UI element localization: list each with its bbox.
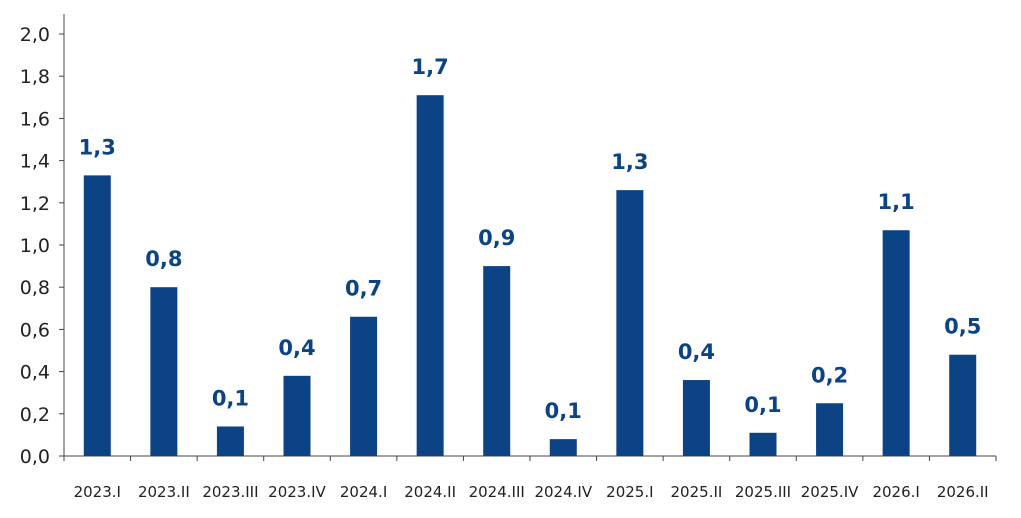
x-axis: 2023.I 2023.II 2023.III 2023.IV 2024.I 2024.I… xyxy=(63,455,997,501)
data-label: 1,1 xyxy=(878,190,915,214)
x-tick-label: 2023.III xyxy=(202,483,258,501)
bar xyxy=(150,287,178,456)
bar xyxy=(549,439,577,456)
y-tick-label: 1,2 xyxy=(20,193,50,215)
bar xyxy=(816,403,844,456)
y-tick-label: 1,0 xyxy=(20,235,50,257)
data-label: 0,4 xyxy=(678,340,715,364)
x-tick-label: 2023.II xyxy=(138,483,190,501)
bar xyxy=(350,316,378,456)
y-tick-label: 0,8 xyxy=(20,277,50,299)
y-tick-label: 2,0 xyxy=(20,24,50,46)
data-label: 1,7 xyxy=(412,55,449,79)
x-tick-label: 2025.III xyxy=(735,483,791,501)
x-tick-label: 2023.IV xyxy=(268,483,326,501)
data-label: 0,4 xyxy=(278,336,315,360)
x-tick-label: 2025.I xyxy=(606,483,653,501)
data-label: 1,3 xyxy=(79,135,116,159)
y-tick-label: 0,6 xyxy=(20,319,50,341)
x-tick-label: 2024.II xyxy=(404,483,456,501)
y-tick-label: 1,8 xyxy=(20,66,50,88)
y-tick-label: 1,4 xyxy=(20,151,50,173)
x-tick-label: 2026.I xyxy=(872,483,919,501)
bar xyxy=(83,175,111,456)
x-tick-label: 2024.I xyxy=(340,483,387,501)
data-labels: 1,3 0,8 0,1 0,4 0,7 1,7 0,9 0,1 1,3 0,4 0,1 0,2 1,1 0… xyxy=(79,55,982,423)
data-label: 0,7 xyxy=(345,277,382,301)
x-tick-label: 2023.I xyxy=(74,483,121,501)
bar xyxy=(416,95,444,456)
x-tick-label: 2024.III xyxy=(469,483,525,501)
y-axis: 0,0 0,2 0,4 0,6 0,8 1,0 1,2 1,4 1,6 1,8 2,0 xyxy=(20,14,65,468)
x-tick-label: 2024.IV xyxy=(534,483,592,501)
bar xyxy=(949,354,977,456)
bar xyxy=(283,375,311,456)
y-tick-label: 1,6 xyxy=(20,108,50,130)
bar xyxy=(616,190,644,456)
x-tick-label: 2025.IV xyxy=(801,483,859,501)
data-label: 0,8 xyxy=(145,247,182,271)
data-label: 1,3 xyxy=(611,150,648,174)
data-label: 0,1 xyxy=(212,386,249,410)
y-tick-label: 0,2 xyxy=(20,404,50,426)
bars xyxy=(83,95,977,456)
bar xyxy=(682,380,710,456)
data-label: 0,2 xyxy=(811,363,848,387)
x-tick-label: 2026.II xyxy=(937,483,989,501)
y-tick-label: 0,4 xyxy=(20,362,50,384)
bar xyxy=(882,230,910,456)
data-label: 0,1 xyxy=(545,399,582,423)
bar xyxy=(483,266,511,456)
data-label: 0,1 xyxy=(744,393,781,417)
x-tick-label: 2025.II xyxy=(671,483,723,501)
y-tick-label: 0,0 xyxy=(20,446,50,468)
bar xyxy=(216,426,244,456)
data-label: 0,5 xyxy=(944,315,981,339)
data-label: 0,9 xyxy=(478,226,515,250)
bar xyxy=(749,432,777,456)
